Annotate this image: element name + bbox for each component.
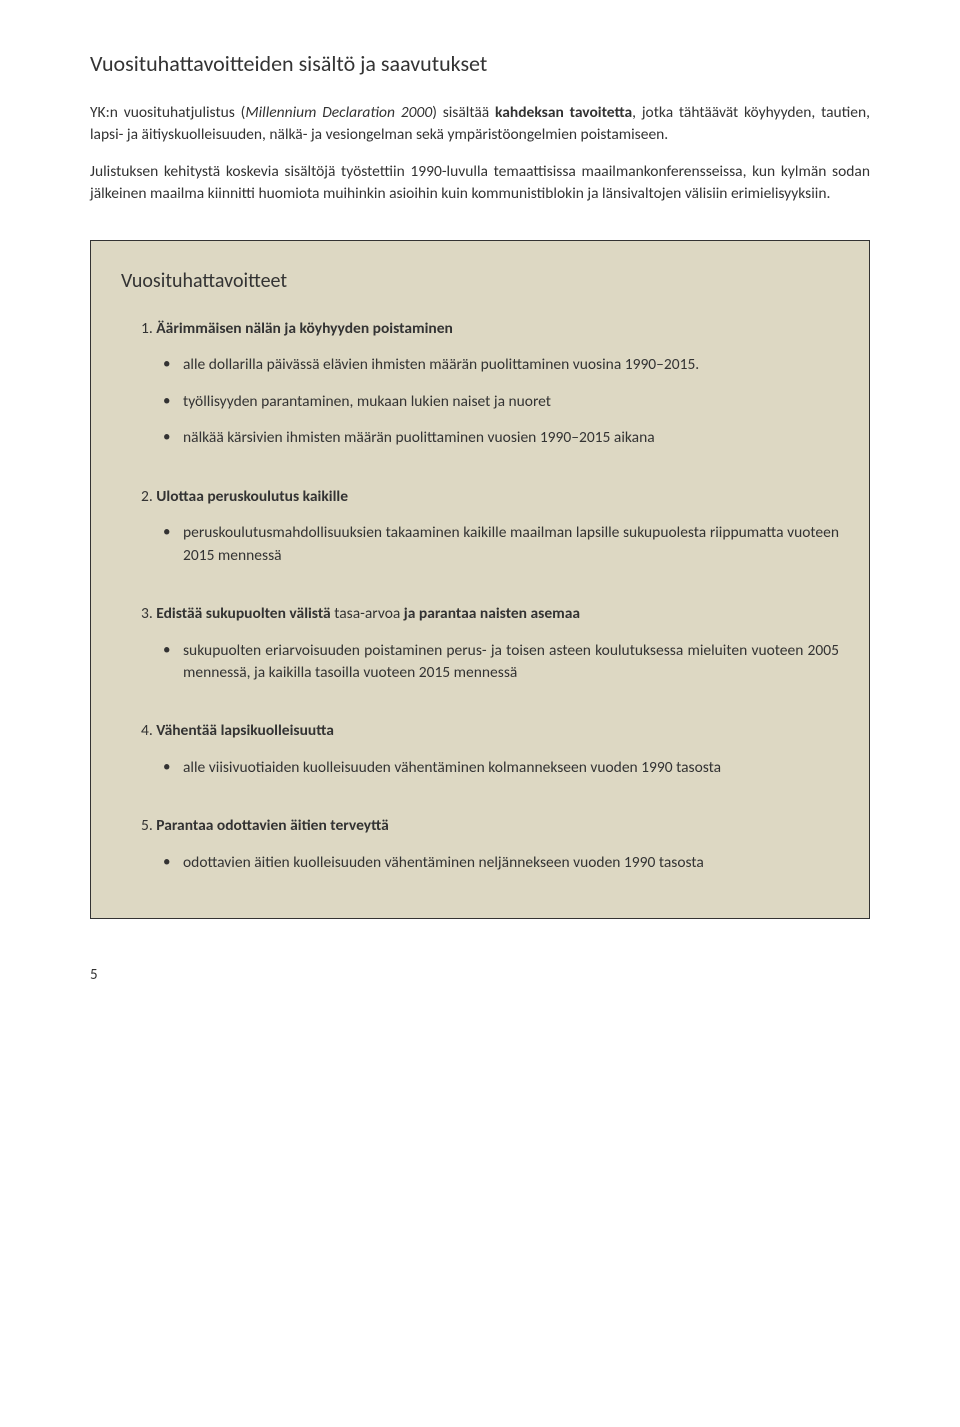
list-item: sukupuolten eriarvoisuuden poistaminen p… [163, 640, 839, 685]
goal-1-num: 1. [141, 319, 156, 338]
goal-5-num: 5. [141, 816, 156, 835]
goal-3-title: 3. Edistää sukupuolten välistä tasa-arvo… [121, 603, 839, 625]
goal-5-bold: Parantaa odottavien äitien terveyttä [156, 816, 389, 835]
goal-2-list: peruskoulutusmahdollisuuksien takaaminen… [121, 522, 839, 567]
goal-4-bold: Vähentää lapsikuolleisuutta [156, 721, 334, 740]
goal-3-num: 3. [141, 604, 156, 623]
goal-3-bold-a: Edistää sukupuolten välistä [156, 604, 334, 623]
list-item: alle dollarilla päivässä elävien ihmiste… [163, 354, 839, 376]
intro-paragraph-2: Julistuksen kehitystä koskevia sisältöjä… [90, 161, 870, 206]
intro-paragraph-1: YK:n vuosituhatjulistus (Millennium Decl… [90, 102, 870, 147]
goal-1-title: 1. Äärimmäisen nälän ja köyhyyden poista… [121, 318, 839, 340]
goal-2-title: 2. Ulottaa peruskoulutus kaikille [121, 486, 839, 508]
list-item: nälkää kärsivien ihmisten määrän puolitt… [163, 427, 839, 449]
intro-p1-italic: Millennium Declaration 2000 [245, 103, 432, 122]
page-number: 5 [90, 965, 870, 987]
box-title: Vuosituhattavoitteet [121, 267, 839, 296]
list-item: odottavien äitien kuolleisuuden vähentäm… [163, 852, 839, 874]
list-item: alle viisivuotiaiden kuolleisuuden vähen… [163, 757, 839, 779]
page-heading: Vuosituhattavoitteiden sisältö ja saavut… [90, 48, 870, 80]
goal-4-title: 4. Vähentää lapsikuolleisuutta [121, 720, 839, 742]
goal-1-list: alle dollarilla päivässä elävien ihmiste… [121, 354, 839, 449]
goal-5-list: odottavien äitien kuolleisuuden vähentäm… [121, 852, 839, 874]
goal-3-list: sukupuolten eriarvoisuuden poistaminen p… [121, 640, 839, 685]
goals-box: Vuosituhattavoitteet 1. Äärimmäisen nälä… [90, 240, 870, 920]
goal-2-bold: Ulottaa peruskoulutus kaikille [156, 487, 348, 506]
goal-5-title: 5. Parantaa odottavien äitien terveyttä [121, 815, 839, 837]
goal-3-mid: tasa-arvoa [334, 604, 400, 623]
goal-2-num: 2. [141, 487, 156, 506]
goal-4-num: 4. [141, 721, 156, 740]
list-item: peruskoulutusmahdollisuuksien takaaminen… [163, 522, 839, 567]
intro-p1-bold: kahdeksan tavoitetta [495, 103, 632, 122]
intro-p1-text-a: YK:n vuosituhatjulistus ( [90, 103, 245, 122]
list-item: työllisyyden parantaminen, mukaan lukien… [163, 391, 839, 413]
intro-p1-text-b: ) sisältää [432, 103, 495, 122]
goal-3-bold-b: ja parantaa naisten asemaa [400, 604, 580, 623]
goal-4-list: alle viisivuotiaiden kuolleisuuden vähen… [121, 757, 839, 779]
goal-1-bold: Äärimmäisen nälän ja köyhyyden poistamin… [156, 319, 453, 338]
